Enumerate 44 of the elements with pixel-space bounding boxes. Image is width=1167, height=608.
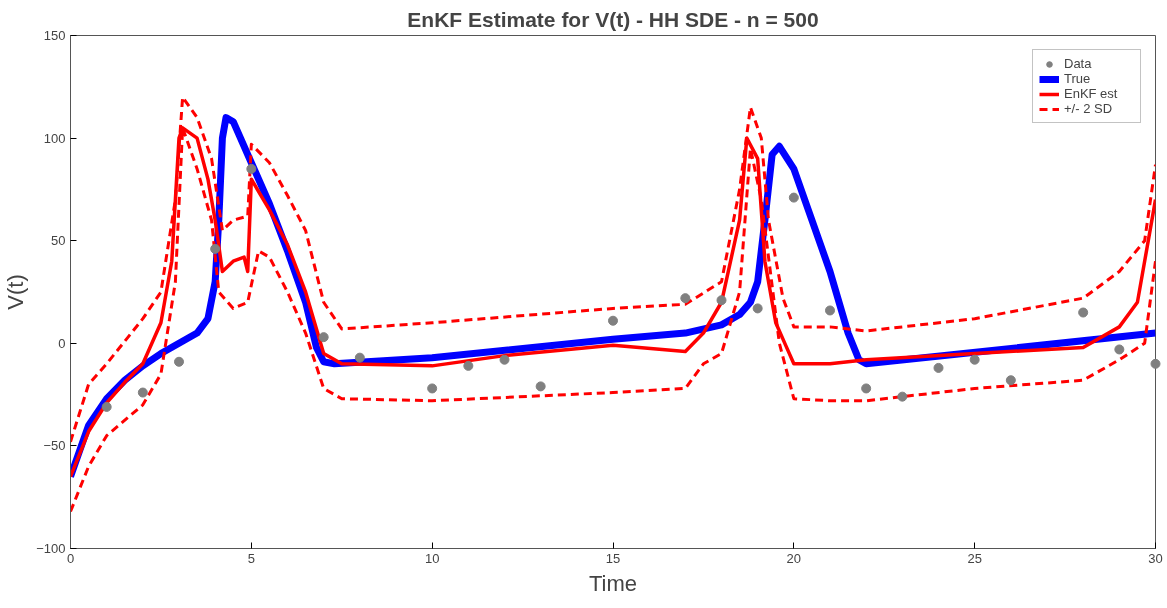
point — [101, 401, 112, 412]
point — [716, 295, 727, 306]
point — [969, 354, 980, 365]
legend-label: EnKF est — [1064, 86, 1119, 101]
point — [246, 163, 257, 174]
point — [788, 192, 799, 203]
point — [861, 383, 872, 394]
y-tick-label: 0 — [58, 335, 66, 351]
legend-label: +/- 2 SD — [1064, 101, 1114, 116]
point — [1078, 307, 1089, 318]
y-tick-label: −50 — [43, 438, 66, 454]
point — [752, 303, 763, 314]
point — [1150, 358, 1161, 369]
point — [427, 383, 438, 394]
point — [318, 332, 329, 343]
x-tick-label: 10 — [424, 550, 440, 566]
point — [933, 362, 944, 373]
x-tick-label: 20 — [786, 550, 802, 566]
x-tick-label: 15 — [605, 550, 621, 566]
chart-title: EnKF Estimate for V(t) - HH SDE - n = 500 — [407, 7, 819, 31]
point — [608, 315, 618, 326]
point — [463, 360, 474, 371]
point — [499, 354, 510, 365]
y-axis-title: V(t) — [3, 274, 29, 310]
legend-label: Data — [1064, 56, 1093, 71]
point — [137, 387, 148, 398]
y-tick-label: 50 — [51, 233, 66, 249]
x-tick-label: 30 — [1148, 550, 1163, 566]
x-tick-label: 25 — [967, 550, 982, 566]
point — [535, 381, 546, 392]
y-tick-label: 100 — [43, 130, 66, 146]
legend-label: True — [1064, 71, 1092, 86]
point — [1114, 344, 1125, 355]
point — [174, 356, 184, 367]
point — [680, 293, 691, 304]
x-axis-title: Time — [588, 570, 638, 596]
x-tick-label: 5 — [247, 550, 255, 566]
y-tick-label: 150 — [43, 28, 66, 43]
y-tick-label: −100 — [36, 541, 66, 556]
point — [354, 352, 365, 363]
point — [825, 305, 835, 316]
point — [210, 243, 221, 254]
point — [1005, 375, 1016, 386]
point — [897, 391, 908, 402]
